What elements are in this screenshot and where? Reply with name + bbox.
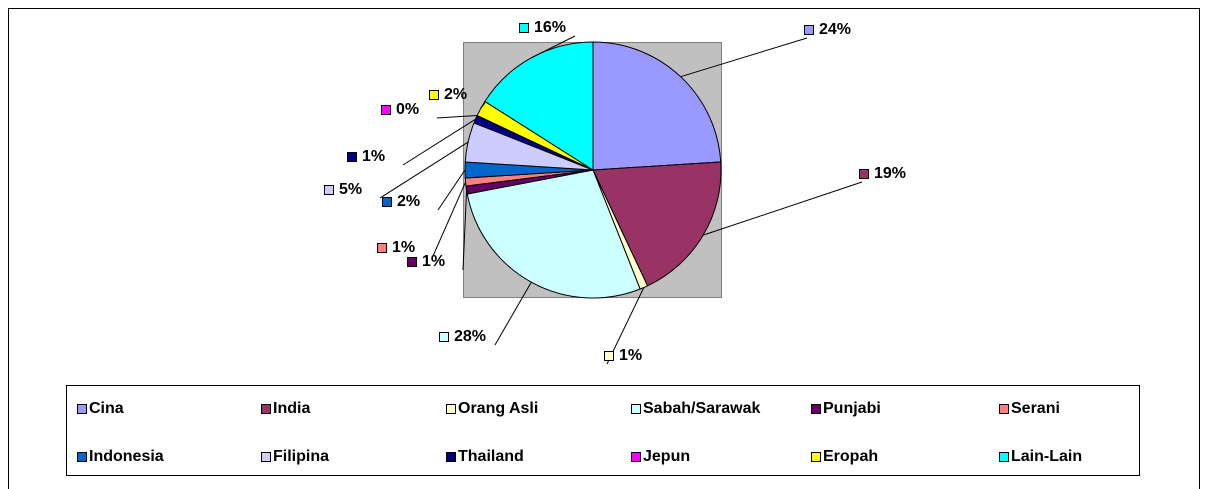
legend-key: [999, 404, 1009, 414]
data-label: 2%: [397, 193, 420, 210]
legend-box: [66, 385, 1140, 476]
legend-key: [77, 452, 87, 462]
leader-line: [494, 281, 532, 346]
data-label: 1%: [362, 148, 385, 165]
pie-slice: [592, 41, 722, 171]
data-label: 1%: [422, 253, 445, 270]
legend-key: [446, 452, 456, 462]
data-label: 5%: [339, 181, 362, 198]
leader-line: [703, 181, 863, 236]
leader-line: [432, 181, 467, 257]
leader-line: [437, 169, 466, 211]
legend-label: Punjabi: [823, 400, 881, 417]
label-key: [604, 351, 614, 361]
legend-label: India: [273, 400, 310, 417]
label-key: [519, 23, 529, 33]
legend-label: Filipina: [273, 448, 329, 465]
data-label: 24%: [819, 21, 851, 38]
label-key: [804, 25, 814, 35]
data-label: 1%: [392, 239, 415, 256]
legend-key: [261, 404, 271, 414]
legend-label: Orang Asli: [458, 400, 538, 417]
data-label: 0%: [396, 101, 419, 118]
data-label: 19%: [874, 165, 906, 182]
label-key: [859, 169, 869, 179]
data-label: 2%: [444, 86, 467, 103]
legend-label: Thailand: [458, 448, 524, 465]
leader-line: [462, 190, 468, 271]
data-label: 16%: [534, 19, 566, 36]
label-key: [324, 185, 334, 195]
legend-label: Serani: [1011, 400, 1060, 417]
legend-key: [631, 404, 641, 414]
legend-label: Indonesia: [89, 448, 164, 465]
legend-label: Jepun: [643, 448, 690, 465]
pie-slice: [592, 161, 722, 287]
legend-key: [811, 452, 821, 462]
label-key: [382, 197, 392, 207]
data-label: 1%: [619, 347, 642, 364]
legend-label: Lain-Lain: [1011, 448, 1082, 465]
legend-key: [999, 452, 1009, 462]
leader-line: [436, 115, 478, 119]
pie-slice: [466, 169, 641, 299]
legend-key: [261, 452, 271, 462]
label-key: [377, 243, 387, 253]
label-key: [407, 257, 417, 267]
label-key: [439, 332, 449, 342]
legend-key: [446, 404, 456, 414]
legend-label: Cina: [89, 400, 124, 417]
leader-line: [531, 35, 576, 59]
leader-line: [402, 118, 476, 166]
legend-key: [811, 404, 821, 414]
label-key: [381, 105, 391, 115]
legend-label: Sabah/Sarawak: [643, 400, 761, 417]
chart-frame: [8, 8, 1200, 489]
data-label: 28%: [454, 328, 486, 345]
leader-line: [480, 102, 486, 109]
label-key: [429, 90, 439, 100]
leader-line: [379, 141, 469, 199]
label-key: [347, 152, 357, 162]
legend-label: Eropah: [823, 448, 878, 465]
leader-line: [680, 37, 808, 78]
legend-key: [77, 404, 87, 414]
legend-key: [631, 452, 641, 462]
